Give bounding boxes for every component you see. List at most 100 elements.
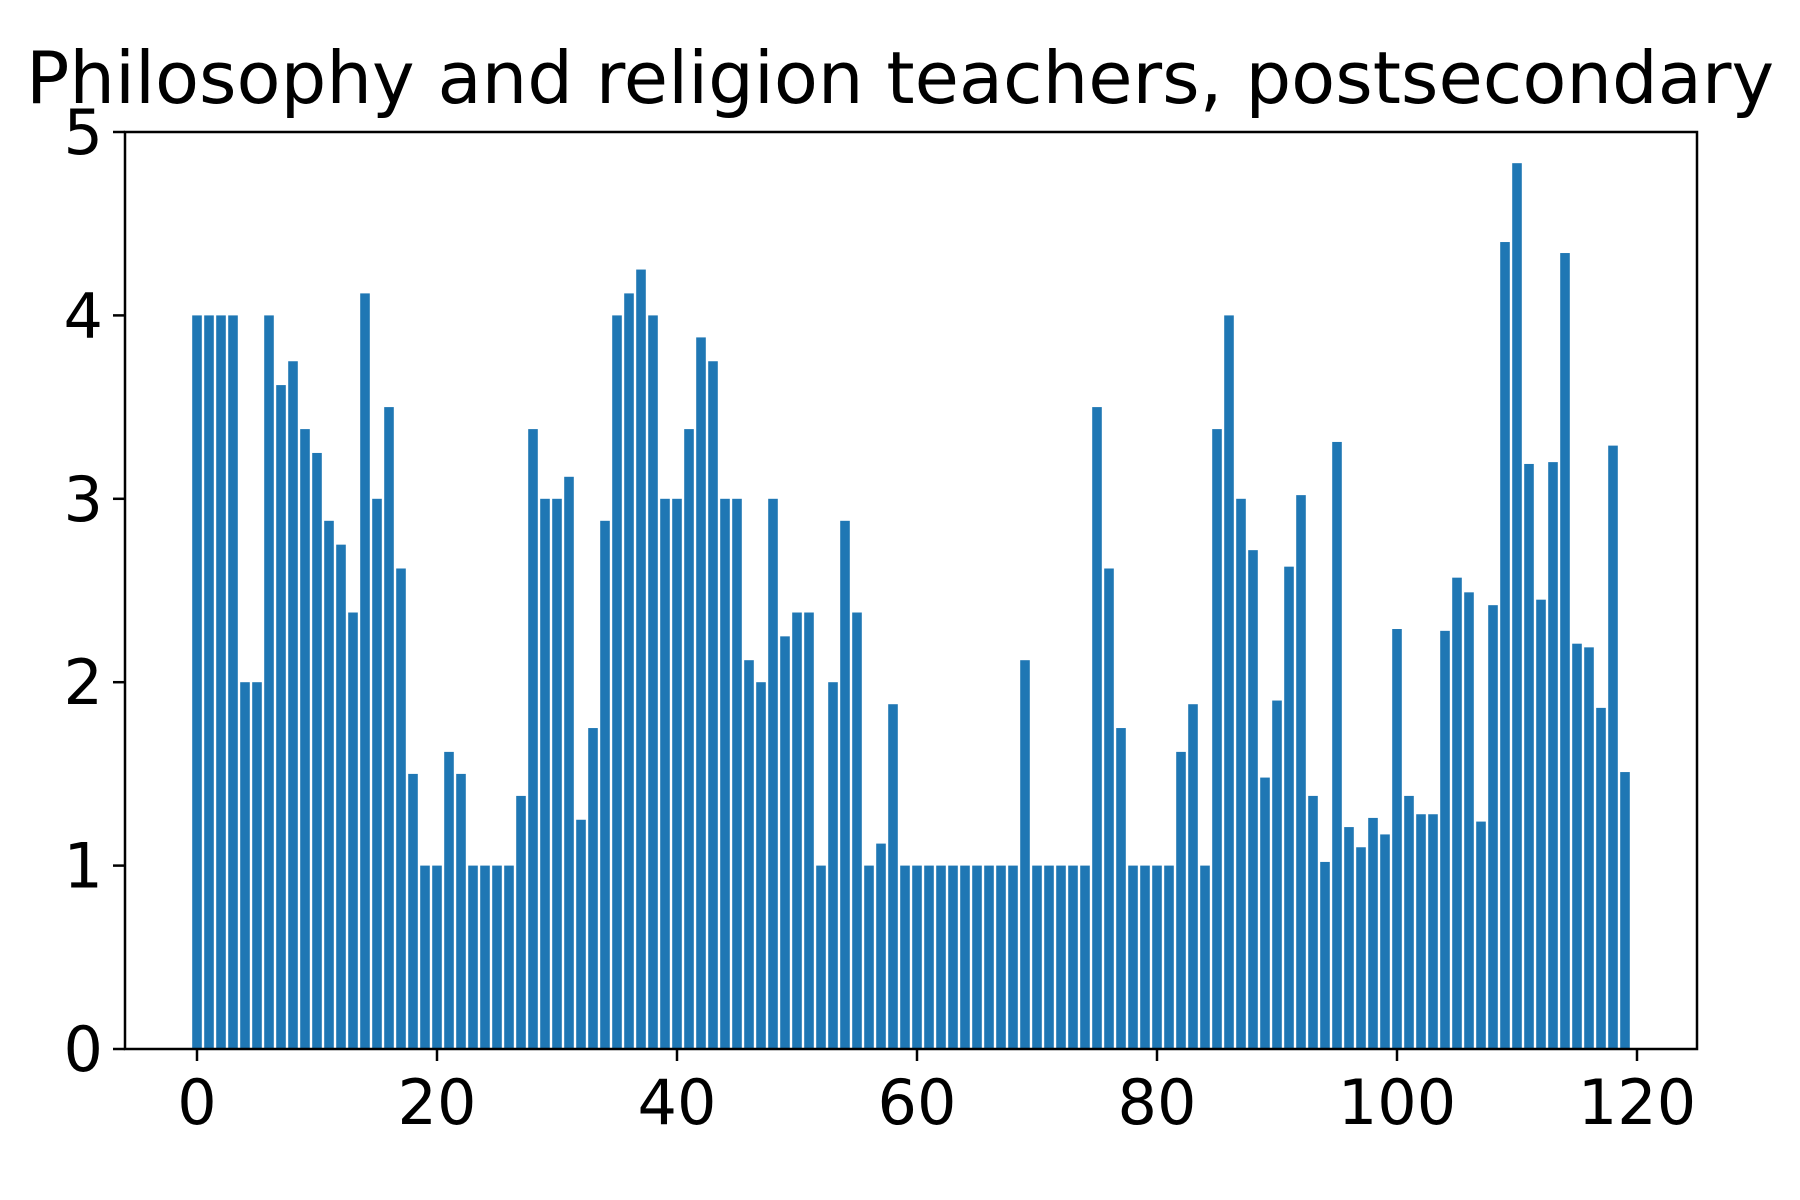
bar-108 [1488,605,1498,1049]
bar-98 [1368,817,1378,1049]
y-tick-label-3: 3 [64,463,103,536]
bar-90 [1272,700,1282,1049]
bar-34 [600,520,610,1049]
bar-72 [1056,865,1066,1049]
chart-title: Philosophy and religion teachers, postse… [26,36,1774,120]
bar-42 [696,337,706,1050]
bar-61 [924,865,934,1049]
x-tick-label-60: 60 [878,1066,957,1139]
bar-89 [1260,777,1270,1049]
bar-13 [348,612,358,1049]
bar-9 [300,429,310,1049]
bar-50 [792,612,802,1049]
bar-118 [1608,445,1618,1049]
bar-3 [228,315,238,1049]
bar-25 [492,865,502,1049]
bar-7 [276,385,286,1049]
bar-113 [1548,462,1558,1049]
bar-92 [1296,495,1306,1050]
bar-49 [780,636,790,1049]
bar-12 [336,544,346,1049]
bar-31 [564,476,574,1049]
bar-2 [216,315,226,1049]
bar-111 [1524,463,1534,1050]
bar-75 [1092,407,1102,1050]
bar-11 [324,520,334,1049]
y-tick-label-5: 5 [64,96,103,169]
bar-77 [1116,728,1126,1049]
bar-27 [516,795,526,1049]
bar-99 [1380,834,1390,1049]
bar-55 [852,612,862,1049]
bar-117 [1596,707,1606,1049]
bar-56 [864,865,874,1049]
x-tick-label-120: 120 [1578,1066,1696,1139]
bar-33 [588,728,598,1049]
bar-24 [480,865,490,1049]
bar-63 [948,865,958,1049]
bar-102 [1416,814,1426,1049]
bar-109 [1500,242,1510,1050]
bar-51 [804,612,814,1049]
bar-76 [1104,568,1114,1049]
bars-layer [192,163,1630,1050]
bar-103 [1428,814,1438,1049]
bar-45 [732,498,742,1049]
bar-58 [888,704,898,1049]
bar-104 [1440,630,1450,1049]
bar-88 [1248,550,1258,1049]
bar-105 [1452,577,1462,1049]
x-tick-label-40: 40 [638,1066,717,1139]
bar-81 [1164,865,1174,1049]
bar-116 [1584,647,1594,1049]
bar-59 [900,865,910,1049]
bar-54 [840,520,850,1049]
bar-35 [612,315,622,1049]
bar-30 [552,498,562,1049]
bar-41 [684,429,694,1049]
bar-119 [1620,772,1630,1049]
bar-84 [1200,865,1210,1049]
bar-78 [1128,865,1138,1049]
bar-85 [1212,429,1222,1049]
bar-115 [1572,643,1582,1049]
bar-57 [876,843,886,1049]
bar-15 [372,498,382,1049]
bar-14 [360,293,370,1050]
bar-23 [468,865,478,1049]
x-tick-label-100: 100 [1338,1066,1456,1139]
bar-64 [960,865,970,1049]
bar-100 [1392,629,1402,1049]
bar-70 [1032,865,1042,1049]
bar-65 [972,865,982,1049]
bar-32 [576,819,586,1049]
bar-29 [540,498,550,1049]
bar-26 [504,865,514,1049]
bar-79 [1140,865,1150,1049]
y-tick-label-1: 1 [64,830,103,903]
bar-52 [816,865,826,1049]
bar-87 [1236,498,1246,1049]
bar-114 [1560,253,1570,1049]
bar-71 [1044,865,1054,1049]
bar-80 [1152,865,1162,1049]
bar-6 [264,315,274,1049]
bar-74 [1080,865,1090,1049]
bar-106 [1464,592,1474,1049]
bar-46 [744,660,754,1049]
bar-8 [288,361,298,1049]
plot-frame [123,130,1699,1051]
bar-73 [1068,865,1078,1049]
bar-69 [1020,660,1030,1049]
bar-28 [528,429,538,1049]
bar-93 [1308,795,1318,1049]
bar-0 [192,315,202,1049]
bar-20 [432,865,442,1049]
bar-82 [1176,751,1186,1049]
y-tick-label-0: 0 [64,1013,103,1086]
bar-16 [384,407,394,1050]
bar-4 [240,682,250,1049]
bar-53 [828,682,838,1049]
y-tick-label-4: 4 [64,279,103,352]
